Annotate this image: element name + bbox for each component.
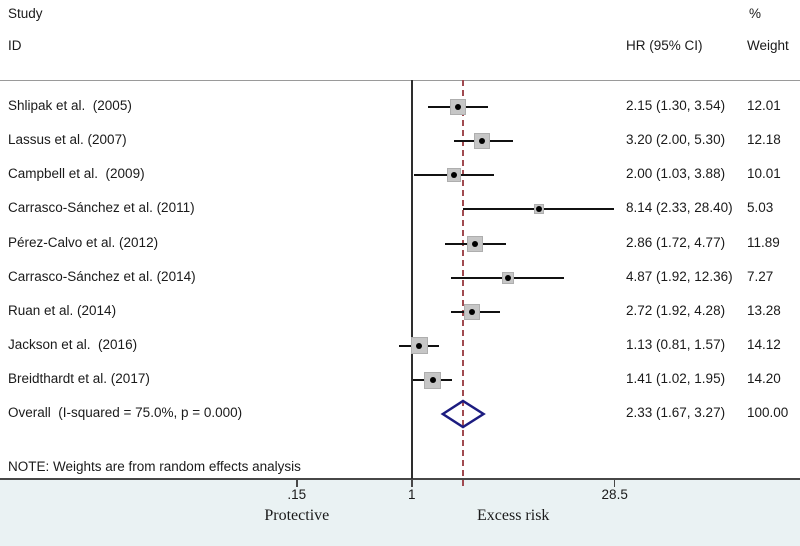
overall-label: Overall (I-squared = 75.0%, p = 0.000) [8, 405, 243, 420]
x-tick-label-1: 1 [407, 487, 416, 502]
weights-note: NOTE: Weights are from random effects an… [8, 459, 301, 474]
axis-footer-band [0, 480, 800, 546]
weight-value: 11.89 [747, 234, 780, 250]
overall-estimate-dashed-line [461, 80, 464, 486]
study-label: Breidthardt et al. (2017) [8, 371, 150, 386]
weight-value: 7.27 [747, 268, 774, 284]
study-label: Ruan et al. (2014) [8, 302, 117, 318]
weight-value: 5.03 [747, 200, 774, 216]
x-axis-tick [296, 480, 298, 487]
null-effect-line [411, 80, 413, 479]
weight-value: 10.01 [747, 166, 781, 182]
weight-value: 100.00 [747, 405, 789, 420]
study-label: Pérez-Calvo et al. (2012) [8, 234, 159, 250]
study-label: Jackson et al. (2016) [8, 336, 138, 352]
study-label: Carrasco-Sánchez et al. (2014) [8, 268, 196, 284]
hr-ci-value: 2.33 (1.67, 3.27) [626, 405, 726, 420]
point-estimate-dot [455, 104, 462, 110]
point-estimate-dot [469, 308, 476, 315]
point-estimate-dot [429, 377, 436, 383]
hr-ci-value: 4.87 (1.92, 12.36) [626, 268, 733, 284]
point-estimate-dot [479, 138, 486, 145]
x-tick-label-015: .15 [287, 487, 307, 502]
hr-ci-value: 2.86 (1.72, 4.77) [626, 234, 726, 250]
weight-value: 12.01 [747, 98, 781, 113]
point-estimate-dot [472, 240, 479, 247]
point-estimate-dot [416, 342, 423, 349]
region-label-protective: Protective [264, 507, 330, 524]
study-label: Shlipak et al. (2005) [8, 98, 132, 113]
column-header-weight: Weight [747, 38, 789, 53]
x-axis-tick [613, 480, 616, 487]
region-label-excess-risk: Excess risk [477, 507, 550, 524]
hr-ci-value: 2.72 (1.92, 4.28) [626, 302, 726, 318]
hr-ci-value: 2.15 (1.30, 3.54) [626, 98, 726, 113]
weight-value: 14.20 [747, 371, 781, 386]
hr-ci-value: 1.41 (1.02, 1.95) [626, 371, 726, 386]
column-header-hr: HR (95% CI) [626, 38, 703, 53]
hr-ci-value: 8.14 (2.33, 28.40) [626, 200, 733, 216]
x-tick-label-285: 28.5 [601, 487, 628, 502]
hr-ci-value: 2.00 (1.03, 3.88) [626, 166, 726, 182]
x-axis-tick [411, 480, 413, 487]
point-estimate-dot [535, 206, 542, 213]
hr-ci-value: 1.13 (0.81, 1.57) [626, 336, 726, 352]
point-estimate-dot [504, 274, 511, 281]
study-label: Lassus et al. (2007) [8, 132, 127, 148]
hr-ci-value: 3.20 (2.00, 5.30) [626, 132, 726, 148]
header-separator-line [0, 80, 800, 81]
column-header-study: Study [8, 6, 43, 21]
weight-value: 12.18 [747, 132, 781, 148]
weight-value: 13.28 [747, 302, 781, 318]
column-header-id: ID [8, 38, 22, 53]
x-axis-line [0, 478, 800, 480]
study-label: Campbell et al. (2009) [8, 166, 145, 182]
weight-value: 14.12 [747, 336, 781, 352]
point-estimate-dot [450, 172, 457, 179]
study-label: Carrasco-Sánchez et al. (2011) [8, 200, 195, 216]
column-header-percent: % [749, 6, 762, 21]
